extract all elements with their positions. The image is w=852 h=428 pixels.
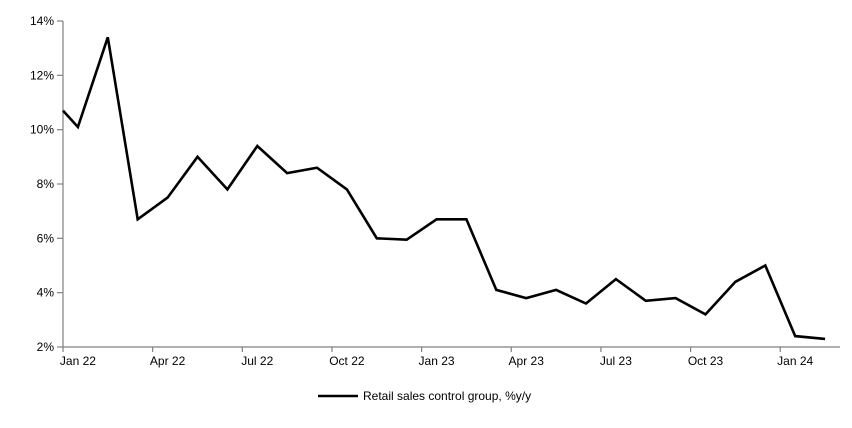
y-tick-label: 4% bbox=[37, 286, 55, 300]
legend-label: Retail sales control group, %y/y bbox=[363, 389, 531, 403]
series-line bbox=[62, 36, 826, 341]
x-tick-label: Jul 22 bbox=[241, 354, 273, 368]
x-tick-label: Jan 24 bbox=[777, 354, 813, 368]
x-tick-label: Oct 23 bbox=[688, 354, 724, 368]
x-tick-label: Oct 22 bbox=[329, 354, 365, 368]
y-tick-label: 8% bbox=[37, 177, 55, 191]
x-tick-label: Jan 22 bbox=[60, 354, 96, 368]
x-tick-label: Apr 22 bbox=[150, 354, 186, 368]
y-tick-label: 14% bbox=[30, 14, 54, 28]
x-tick-label: Jan 23 bbox=[419, 354, 455, 368]
y-tick-label: 10% bbox=[30, 123, 54, 137]
y-tick-label: 2% bbox=[37, 340, 55, 354]
x-tick-label: Apr 23 bbox=[509, 354, 545, 368]
y-tick-label: 6% bbox=[37, 231, 55, 245]
y-tick-label: 12% bbox=[30, 68, 54, 82]
x-tick-label: Jul 23 bbox=[600, 354, 632, 368]
